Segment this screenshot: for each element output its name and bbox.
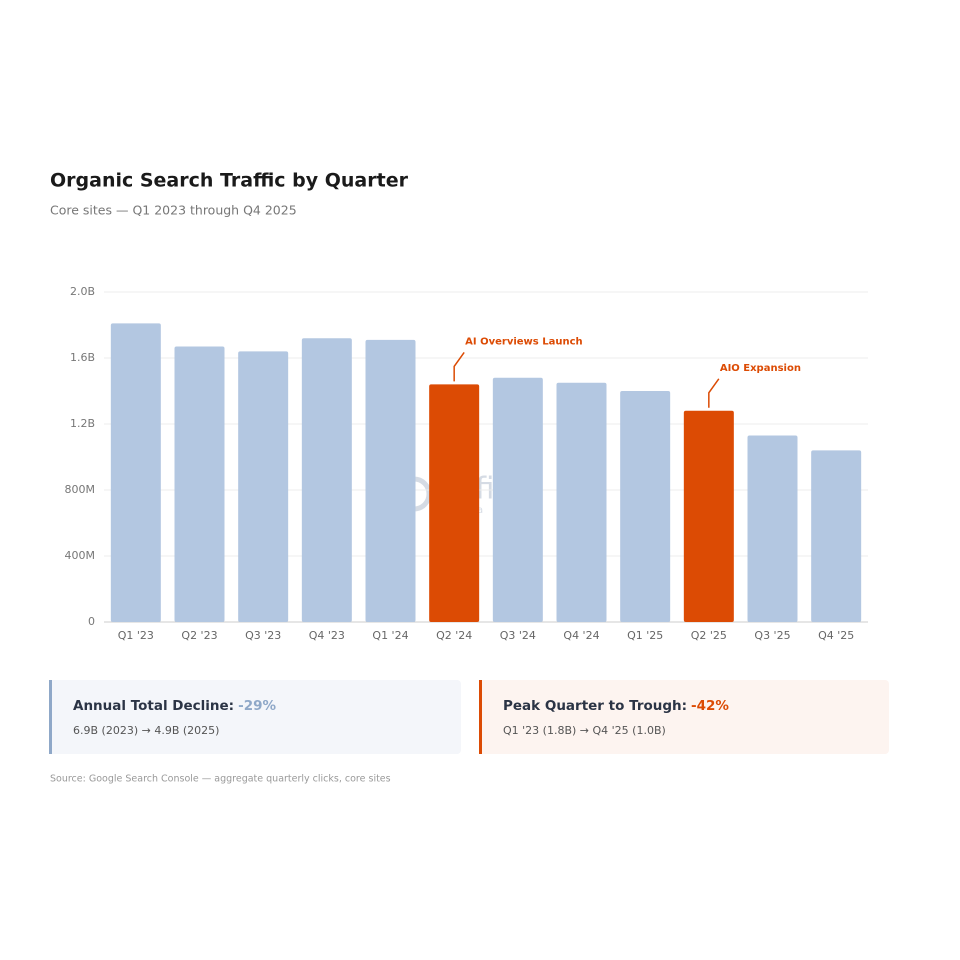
annotation-leader — [453, 351, 465, 382]
x-tick-label: Q1 '25 — [627, 629, 663, 642]
annotation-text: AIO Expansion — [720, 363, 801, 374]
x-tick-label: Q2 '25 — [691, 629, 727, 642]
bar — [556, 382, 607, 622]
card-background — [479, 680, 889, 754]
bar — [301, 338, 352, 622]
x-tick-label: Q2 '24 — [436, 629, 472, 642]
card-label: Peak Quarter to Trough: — [503, 698, 687, 714]
x-tick-label: Q3 '25 — [754, 629, 790, 642]
source-note: Source: Google Search Console — aggregat… — [50, 774, 391, 785]
annotation-leader — [708, 378, 720, 408]
card-detail: Q1 '23 (1.8B) → Q4 '25 (1.0B) — [503, 724, 666, 737]
x-tick-label: Q4 '23 — [309, 629, 345, 642]
y-tick-label: 2.0B — [70, 285, 95, 298]
card-title: Annual Total Decline: -29% — [73, 698, 276, 714]
y-tick-label: 1.2B — [70, 417, 95, 430]
bar — [620, 391, 671, 622]
card-value: -29% — [238, 698, 276, 714]
card-accent — [479, 680, 482, 754]
x-tick-label: Q2 '23 — [181, 629, 217, 642]
chart-subtitle: Core sites — Q1 2023 through Q4 2025 — [50, 203, 297, 218]
chart-title: Organic Search Traffic by Quarter — [50, 170, 409, 192]
bar — [492, 377, 543, 622]
card-value: -42% — [691, 698, 729, 714]
bar — [174, 346, 225, 622]
card-label: Annual Total Decline: — [73, 698, 234, 714]
annotation-text: AI Overviews Launch — [465, 336, 582, 347]
x-tick-label: Q3 '23 — [245, 629, 281, 642]
x-tick-label: Q4 '25 — [818, 629, 854, 642]
card-title: Peak Quarter to Trough: -42% — [503, 698, 729, 714]
x-tick-label: Q1 '23 — [118, 629, 154, 642]
y-tick-label: 800M — [65, 483, 96, 496]
y-tick-label: 0 — [88, 615, 95, 628]
y-tick-label: 400M — [65, 549, 96, 562]
bar — [429, 384, 480, 622]
x-tick-label: Q4 '24 — [563, 629, 599, 642]
card-background — [49, 680, 461, 754]
watermark-tagline: media group — [440, 505, 536, 516]
bar — [811, 450, 862, 622]
bar — [747, 435, 798, 622]
summary-card: Annual Total Decline: -29% 6.9B (2023) → 4… — [49, 680, 461, 754]
bar — [238, 351, 289, 622]
bar — [683, 410, 734, 622]
y-tick-label: 1.6B — [70, 351, 95, 364]
bar — [110, 323, 161, 622]
bar — [365, 339, 416, 622]
summary-card: Peak Quarter to Trough: -42% Q1 '23 (1.8B)… — [479, 680, 889, 754]
x-tick-label: Q3 '24 — [500, 629, 536, 642]
x-tick-label: Q1 '24 — [372, 629, 408, 642]
card-accent — [49, 680, 52, 754]
card-detail: 6.9B (2023) → 4.9B (2025) — [73, 724, 219, 737]
